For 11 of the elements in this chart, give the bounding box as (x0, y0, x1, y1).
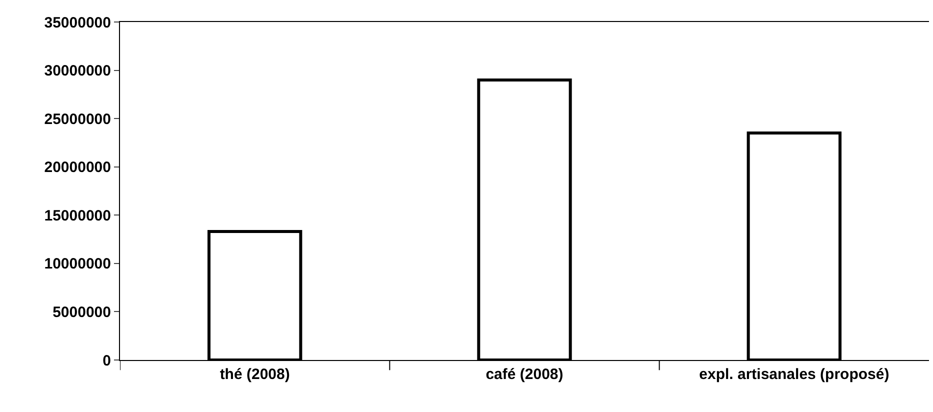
y-tick-label: 5000000 (52, 304, 111, 321)
x-tick-label: café (2008) (486, 366, 564, 383)
y-tick-label: 25000000 (44, 110, 111, 128)
y-tick-label: 15000000 (44, 207, 111, 224)
x-tick-label: thé (2008) (220, 366, 290, 383)
y-tick-label: 35000000 (44, 14, 111, 32)
y-tick-label: 30000000 (44, 62, 111, 80)
y-tick-label: 10000000 (44, 256, 111, 273)
y-tick-label: 20000000 (44, 159, 111, 176)
x-tick-label: expl. artisanales (proposé) (699, 366, 890, 383)
y-tick-label: 0 (102, 352, 111, 370)
